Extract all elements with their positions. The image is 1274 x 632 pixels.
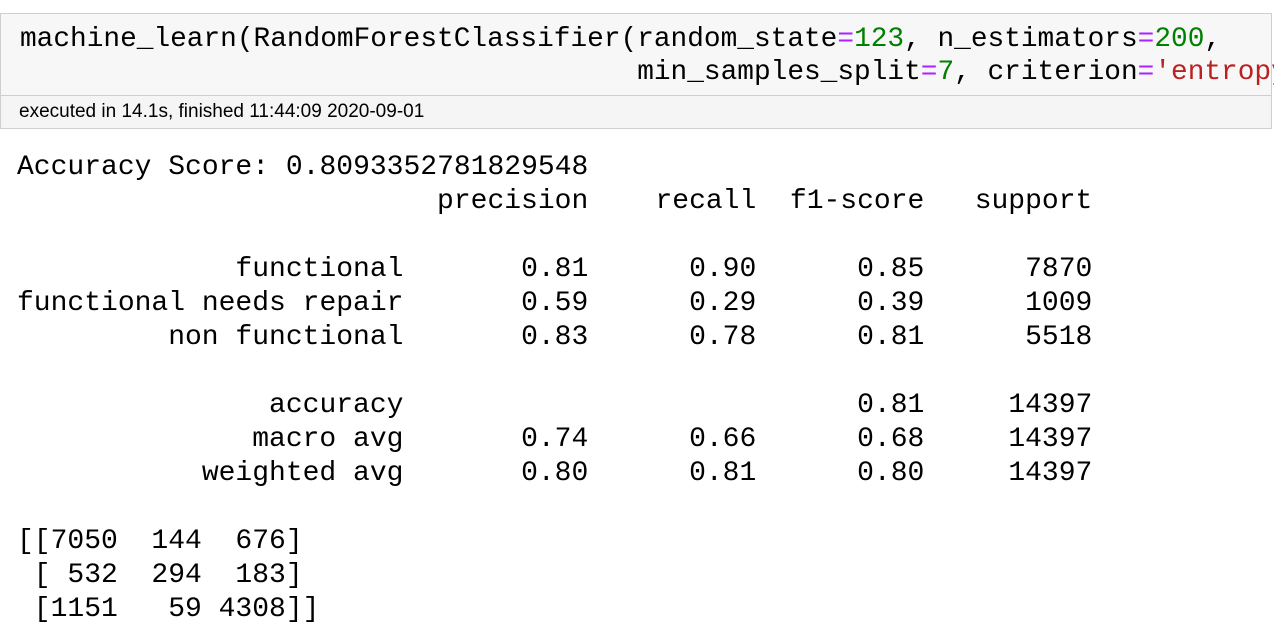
metric-cell: 7870 [1025, 254, 1093, 285]
column-header: f1-score [789, 186, 925, 217]
blank-line [17, 355, 1092, 389]
report-row: weighted avg 0.80 0.81 0.80 14397 [17, 457, 1093, 491]
metric-cell: 14397 [1008, 390, 1093, 421]
accuracy-value: 0.8093352781829548 [285, 152, 589, 183]
code-token: machine_learn(RandomForestClassifier(ran… [20, 24, 838, 55]
blank-line [17, 491, 1092, 525]
code-token: , n_estimators [904, 24, 1138, 55]
column-header: support [974, 186, 1093, 217]
metric-cell: 0.68 [857, 424, 925, 455]
accuracy-label: Accuracy Score: [17, 152, 270, 183]
metric-cell: 0.29 [689, 288, 757, 319]
blank-line [17, 219, 1092, 253]
report-row: functional 0.81 0.90 0.85 7870 [17, 253, 1092, 287]
column-header: recall [655, 186, 757, 217]
metric-cell: 0.81 [521, 254, 589, 285]
code-cell[interactable]: machine_learn(RandomForestClassifier(ran… [0, 13, 1274, 129]
metric-cell: 0.81 [689, 458, 757, 489]
code-token: , criterion [954, 57, 1138, 88]
column-header: precision [437, 186, 589, 217]
metric-cell: 0.90 [689, 254, 757, 285]
metric-cell: 0.78 [689, 322, 757, 353]
report-row: non functional 0.83 0.78 0.81 5518 [17, 321, 1092, 355]
metric-cell: 0.83 [521, 322, 589, 353]
row-label: functional [235, 254, 404, 285]
metric-cell: 1009 [1025, 288, 1093, 319]
code-token: 7 [937, 57, 955, 88]
row-label: macro avg [252, 424, 404, 455]
code-line: machine_learn(RandomForestClassifier(ran… [20, 23, 1271, 56]
report-row: functional needs repair 0.59 0.29 0.39 1009 [17, 287, 1092, 321]
accuracy-line: Accuracy Score: 0.8093352781829548 [17, 151, 1092, 185]
metric-cell: 0.85 [857, 254, 925, 285]
confusion-matrix-row: [ 532 294 183] [17, 560, 303, 591]
code-token: = [920, 57, 938, 88]
report-header: precision recall f1-score support [17, 185, 1092, 219]
metric-cell: 0.39 [857, 288, 925, 319]
code-token: 123 [854, 24, 905, 55]
code-token: = [837, 24, 855, 55]
row-label: non functional [168, 322, 404, 353]
metric-cell: 0.66 [689, 424, 757, 455]
metric-cell: 5518 [1025, 322, 1093, 353]
row-label: functional needs repair [17, 288, 404, 319]
code-token: = [1137, 57, 1155, 88]
code-token: 200 [1154, 24, 1205, 55]
row-label: accuracy [269, 390, 404, 421]
metric-cell: 0.74 [521, 424, 589, 455]
code-token: , [1204, 24, 1222, 55]
code-input[interactable]: machine_learn(RandomForestClassifier(ran… [1, 14, 1274, 95]
code-token: 'entropy' [1154, 57, 1274, 88]
report-row: macro avg 0.74 0.66 0.68 14397 [17, 423, 1092, 457]
row-label: weighted avg [201, 458, 404, 489]
metric-cell: 14397 [1008, 458, 1093, 489]
metric-cell: 0.81 [857, 390, 925, 421]
report-row: accuracy 0.81 14397 [17, 389, 1092, 423]
code-token: min_samples_split [637, 57, 921, 88]
metric-cell: 0.81 [857, 322, 925, 353]
cell-output: Accuracy Score: 0.8093352781829548 precis… [17, 151, 1092, 627]
confusion-matrix-row: [1151 59 4308]] [17, 594, 320, 625]
metric-cell: 0.80 [857, 458, 925, 489]
metric-cell: 0.59 [521, 288, 589, 319]
metric-cell: 14397 [1008, 424, 1093, 455]
metric-cell: 0.80 [521, 458, 589, 489]
code-token: = [1137, 24, 1155, 55]
code-line: min_samples_split=7, criterion='entropy'… [20, 56, 1274, 89]
execution-info: executed in 14.1s, finished 11:44:09 202… [1, 95, 1271, 128]
confusion-matrix-row: [[7050 144 676] [17, 526, 303, 557]
